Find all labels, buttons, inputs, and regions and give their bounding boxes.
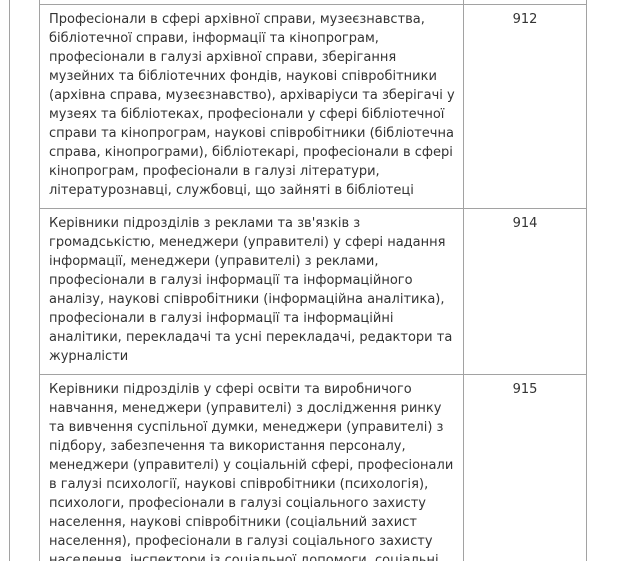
description-cell: Професіонали в сфері архівної справи, му… (39, 3, 464, 209)
description-cell: Керівники підрозділів у сфері освіти та … (39, 373, 464, 561)
table-row-partial-top (9, 0, 587, 561)
table-row: Професіонали в сфері архівної справи, му… (10, 3, 587, 209)
code-cell: 912 (463, 3, 587, 209)
code-cell: 914 (463, 207, 587, 375)
code-cell: 915 (463, 373, 587, 561)
table-row: Керівники підрозділів з реклами та зв'яз… (10, 207, 587, 375)
left-margin-cell (9, 0, 40, 561)
occupation-codes-table: Професіонали в сфері архівної справи, му… (9, 0, 587, 561)
description-cell: Керівники підрозділів з реклами та зв'яз… (39, 207, 464, 375)
table-row: Керівники підрозділів у сфері освіти та … (10, 373, 587, 561)
